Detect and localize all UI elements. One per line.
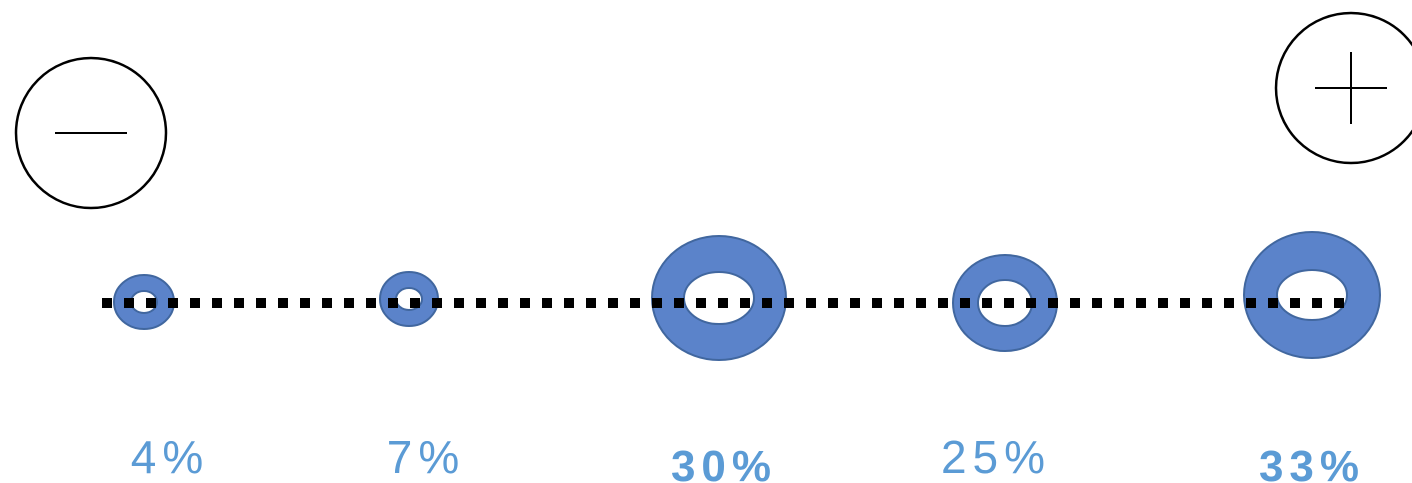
plus-icon [1315, 52, 1387, 124]
value-ring-5 [1242, 231, 1382, 359]
value-ring-1 [112, 274, 176, 330]
value-rings [112, 231, 1382, 361]
plus-marker [1274, 11, 1412, 165]
value-label-3: 30% [671, 442, 777, 483]
value-label-2: 7% [387, 431, 465, 483]
value-ring-2 [378, 271, 440, 327]
minus-marker [14, 56, 168, 210]
value-labels: 4% 7% 30% 25% 33% [131, 431, 1365, 483]
value-label-4: 25% [941, 431, 1051, 483]
value-label-5: 33% [1259, 442, 1365, 483]
value-label-1: 4% [131, 431, 209, 483]
